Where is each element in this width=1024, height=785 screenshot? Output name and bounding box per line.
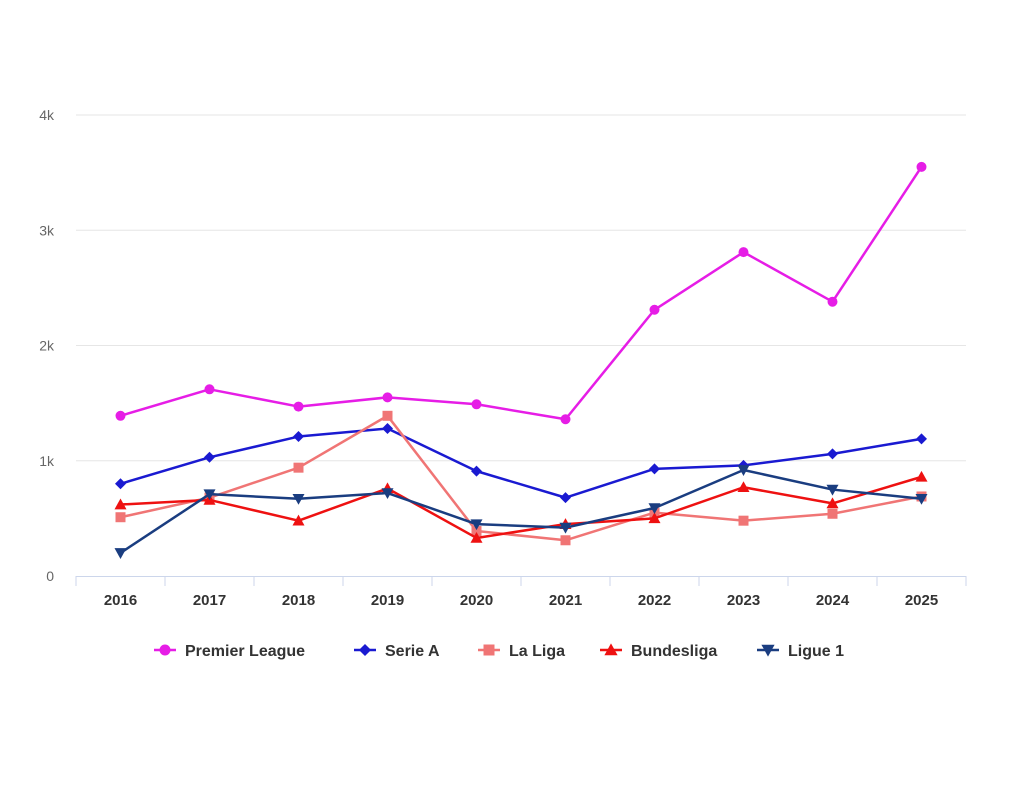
x-tick-label: 2023	[727, 592, 760, 609]
data-point[interactable]	[648, 503, 661, 515]
data-point[interactable]	[115, 410, 126, 421]
data-point[interactable]	[470, 519, 483, 531]
data-point[interactable]	[649, 463, 660, 475]
data-point[interactable]	[204, 384, 215, 395]
legend-item-la-liga[interactable]: La Liga	[478, 643, 565, 660]
legend-item-ligue-1[interactable]: Ligue 1	[757, 643, 844, 660]
data-point[interactable]	[114, 498, 127, 510]
data-point[interactable]	[203, 489, 216, 501]
legend-marker	[483, 644, 495, 656]
legend-label: Ligue 1	[788, 643, 844, 660]
series-line	[120, 475, 922, 540]
data-point[interactable]	[826, 484, 839, 496]
data-point[interactable]	[293, 462, 304, 473]
data-point[interactable]	[737, 465, 750, 476]
series-lines	[114, 161, 928, 559]
data-point[interactable]	[471, 399, 482, 410]
x-tick-label: 2019	[371, 592, 404, 609]
data-point[interactable]	[470, 531, 483, 543]
legend-label: Bundesliga	[631, 643, 717, 660]
data-point[interactable]	[560, 535, 571, 546]
data-point[interactable]	[827, 508, 838, 519]
data-point[interactable]	[737, 481, 750, 493]
series-line	[120, 166, 923, 421]
data-point[interactable]	[649, 304, 660, 315]
y-tick-label: 0	[46, 568, 54, 584]
data-point[interactable]	[204, 451, 215, 463]
series-premier-league[interactable]	[115, 161, 927, 425]
legend-marker	[159, 644, 171, 656]
x-tick-label: 2017	[193, 592, 226, 609]
data-point[interactable]	[738, 515, 749, 526]
data-point[interactable]	[827, 448, 838, 460]
series-line	[120, 427, 922, 499]
legend-label: Serie A	[385, 643, 440, 660]
data-point[interactable]	[293, 401, 304, 412]
data-point[interactable]	[471, 526, 482, 537]
data-point[interactable]	[114, 548, 127, 559]
data-point[interactable]	[915, 493, 928, 505]
y-axis-ticks: 0 1k 2k 3k 4k	[39, 107, 55, 584]
x-tick-label: 2021	[549, 592, 582, 609]
data-point[interactable]	[382, 422, 393, 434]
data-point[interactable]	[915, 470, 928, 482]
data-point[interactable]	[560, 414, 571, 425]
data-point[interactable]	[916, 433, 927, 445]
legend-marker	[358, 643, 372, 657]
data-point[interactable]	[382, 392, 393, 403]
data-point[interactable]	[738, 247, 749, 258]
x-tick-label: 2024	[816, 592, 850, 609]
series-ligue-1[interactable]	[114, 465, 928, 559]
x-tick-label: 2022	[638, 592, 671, 609]
y-tick-label: 3k	[39, 222, 55, 238]
data-point[interactable]	[827, 296, 838, 307]
data-point[interactable]	[826, 497, 839, 509]
y-tick-label: 2k	[39, 338, 55, 354]
legend-label: Premier League	[185, 643, 305, 660]
grid-lines	[76, 114, 966, 462]
legend-item-premier-league[interactable]: Premier League	[154, 643, 305, 660]
legend-item-serie-a[interactable]: Serie A	[354, 643, 440, 660]
data-point[interactable]	[292, 493, 305, 505]
data-point[interactable]	[471, 465, 482, 477]
data-point[interactable]	[560, 492, 571, 504]
data-point[interactable]	[559, 522, 572, 534]
x-tick-label: 2020	[460, 592, 493, 609]
legend[interactable]: Premier League Serie A La Liga Bundesliga Li…	[154, 643, 844, 660]
series-serie-a[interactable]	[115, 422, 927, 504]
series-line	[119, 468, 922, 554]
series-bundesliga[interactable]	[114, 470, 928, 543]
series-line	[120, 414, 922, 542]
x-tick-label: 2018	[282, 592, 315, 609]
data-point[interactable]	[115, 478, 126, 490]
legend-item-bundesliga[interactable]: Bundesliga	[600, 643, 717, 660]
x-axis: 2016 2017 2018 2019 2020 2021 2022 2023 2024 2025	[75, 576, 967, 609]
data-point[interactable]	[292, 514, 305, 526]
data-point[interactable]	[648, 512, 661, 524]
data-point[interactable]	[381, 488, 394, 500]
x-tick-label: 2025	[905, 592, 938, 609]
data-point[interactable]	[382, 410, 393, 421]
legend-marker	[604, 643, 618, 656]
data-point[interactable]	[293, 431, 304, 443]
legend-marker	[761, 644, 775, 657]
data-point[interactable]	[115, 512, 126, 523]
x-tick-label: 2016	[104, 592, 137, 609]
data-point[interactable]	[916, 161, 927, 172]
y-tick-label: 1k	[39, 453, 55, 469]
y-tick-label: 4k	[39, 107, 55, 123]
legend-label: La Liga	[509, 643, 565, 660]
